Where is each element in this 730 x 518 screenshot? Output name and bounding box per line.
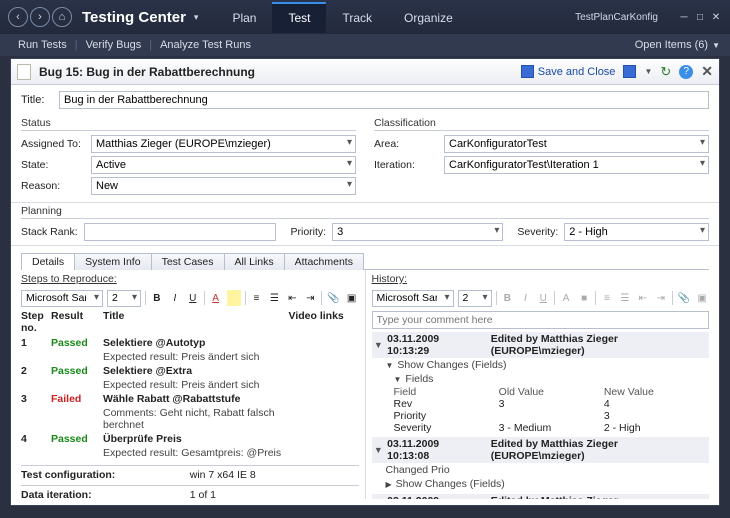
status-section-label: Status — [21, 117, 356, 131]
app-menu-dropdown[interactable]: ▾ — [194, 12, 199, 23]
history-list: ▼03.11.2009 10:13:29Edited by Matthias Z… — [372, 329, 710, 499]
underline-button[interactable]: U — [186, 290, 200, 306]
bug-panel: Bug 15: Bug in der Rabattberechnung Save… — [10, 58, 720, 506]
save-and-close-button[interactable]: Save and Close — [521, 65, 616, 78]
nav-track[interactable]: Track — [326, 2, 388, 33]
italic-button[interactable]: I — [168, 290, 182, 306]
back-button[interactable]: ‹ — [8, 7, 28, 27]
panel-close-button[interactable]: ✕ — [701, 63, 713, 80]
hist-underline-button[interactable]: U — [536, 290, 550, 306]
open-items-dropdown[interactable]: Open Items (6) ▼ — [635, 39, 720, 51]
nav-plan[interactable]: Plan — [216, 2, 272, 33]
hist-numbering-button[interactable]: ☰ — [618, 290, 632, 306]
reason-field[interactable] — [91, 177, 356, 195]
nav-organize[interactable]: Organize — [388, 2, 469, 33]
area-field[interactable] — [444, 135, 709, 153]
app-title: Testing Center — [82, 9, 186, 26]
image-button[interactable]: ▣ — [345, 290, 359, 306]
forward-button[interactable]: › — [30, 7, 50, 27]
highlight-button[interactable] — [227, 290, 241, 306]
help-button[interactable]: ? — [679, 65, 693, 79]
font-size-select[interactable] — [107, 290, 141, 307]
font-color-button[interactable]: A — [209, 290, 223, 306]
tab-attachments[interactable]: Attachments — [284, 253, 364, 270]
assigned-to-field[interactable] — [91, 135, 356, 153]
history-item: ▼03.11.2009 10:13:08Edited by Matthias Z… — [372, 437, 710, 491]
save-button[interactable] — [623, 65, 636, 78]
hist-attach-button[interactable]: 📎 — [677, 290, 691, 306]
tab-details[interactable]: Details — [21, 253, 75, 270]
bullets-button[interactable]: ≡ — [249, 290, 263, 306]
steps-label: Steps to Reproduce: — [21, 273, 359, 285]
severity-field[interactable] — [564, 223, 709, 241]
tab-all-links[interactable]: All Links — [224, 253, 285, 270]
history-item: ▼03.11.2009 10:13:29Edited by Matthias Z… — [372, 332, 710, 434]
planning-section-label: Planning — [21, 205, 709, 219]
attach-button[interactable]: 📎 — [326, 290, 340, 306]
indent-button[interactable]: ⇥ — [303, 290, 317, 306]
bug-header-title: Bug 15: Bug in der Rabattberechnung — [39, 65, 521, 79]
hist-bold-button[interactable]: B — [500, 290, 514, 306]
hist-font-size-select[interactable] — [458, 290, 492, 307]
subnav-analyze-runs[interactable]: Analyze Test Runs — [152, 39, 259, 51]
window-maximize[interactable]: □ — [694, 11, 706, 23]
hist-image-button[interactable]: ▣ — [695, 290, 709, 306]
classification-section-label: Classification — [374, 117, 709, 131]
bug-icon — [17, 64, 31, 80]
priority-field[interactable] — [332, 223, 503, 241]
stack-rank-field[interactable] — [84, 223, 277, 241]
tab-test-cases[interactable]: Test Cases — [151, 253, 225, 270]
nav-test[interactable]: Test — [272, 2, 326, 33]
tab-system-info[interactable]: System Info — [74, 253, 151, 270]
hist-highlight-button[interactable]: ■ — [577, 290, 591, 306]
comment-input[interactable] — [372, 311, 710, 329]
hist-bullets-button[interactable]: ≡ — [600, 290, 614, 306]
history-toggle[interactable]: ▼ — [374, 445, 384, 455]
save-dropdown[interactable]: ▼ — [644, 67, 652, 76]
outdent-button[interactable]: ⇤ — [285, 290, 299, 306]
state-field[interactable] — [91, 156, 356, 174]
steps-table: Stepno.ResultTitleVideo links1PassedSele… — [21, 308, 359, 499]
history-label: History: — [372, 273, 710, 285]
history-toggle[interactable]: ▼ — [374, 340, 384, 350]
window-close[interactable]: ✕ — [710, 11, 722, 23]
subnav-run-tests[interactable]: Run Tests — [10, 39, 75, 51]
hist-font-color-button[interactable]: A — [559, 290, 573, 306]
hist-italic-button[interactable]: I — [518, 290, 532, 306]
hist-font-select[interactable] — [372, 290, 454, 307]
refresh-button[interactable]: ↻ — [660, 64, 671, 80]
history-toolbar: B I U A ■ ≡ ☰ ⇤ ⇥ 📎 ▣ — [372, 288, 710, 308]
iteration-field[interactable] — [444, 156, 709, 174]
testplan-label: TestPlanCarKonfig — [575, 12, 658, 23]
title-input[interactable] — [59, 91, 709, 109]
history-item: ▼03.11.2009 10:12:53Edited by Matthias Z… — [372, 494, 710, 499]
steps-toolbar: B I U A ≡ ☰ ⇤ ⇥ 📎 ▣ — [21, 288, 359, 308]
hist-indent-button[interactable]: ⇥ — [654, 290, 668, 306]
subnav-verify-bugs[interactable]: Verify Bugs — [78, 39, 150, 51]
font-select[interactable] — [21, 290, 103, 307]
window-minimize[interactable]: ─ — [678, 11, 690, 23]
bold-button[interactable]: B — [150, 290, 164, 306]
numbering-button[interactable]: ☰ — [267, 290, 281, 306]
title-label: Title: — [21, 94, 59, 106]
home-button[interactable]: ⌂ — [52, 7, 72, 27]
hist-outdent-button[interactable]: ⇤ — [636, 290, 650, 306]
save-icon — [521, 65, 534, 78]
